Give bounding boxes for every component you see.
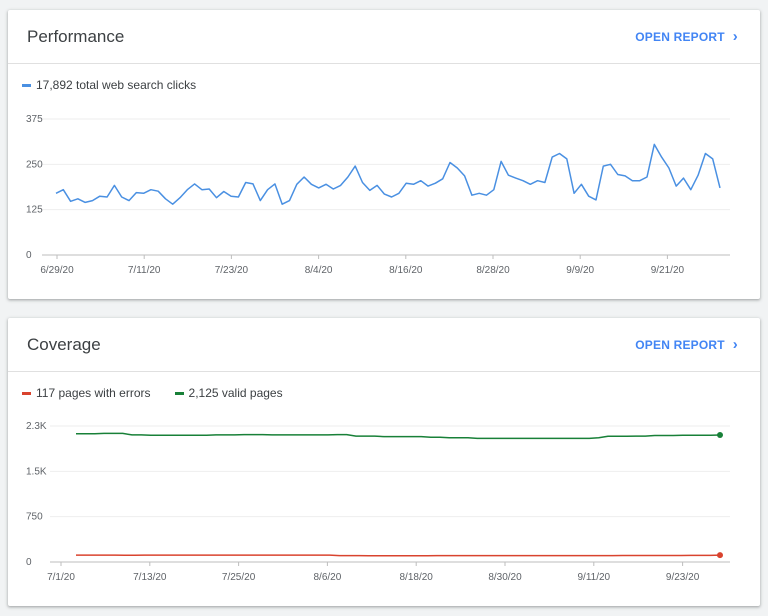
legend-swatch [22,83,31,87]
coverage-open-report-label: OPEN REPORT [635,338,725,352]
series-line [76,554,721,557]
series-line [55,143,721,205]
coverage-legend: 117 pages with errors 2,125 valid pages [22,386,307,400]
x-tick-label: 7/23/20 [215,265,249,276]
performance-chart: 0 125 250 375 6/29/20 7/11/20 7/23/20 8/4/20 8/1… [26,114,730,276]
chevron-right-icon: › [732,336,738,353]
y-tick-label: 2.3K [26,421,47,432]
series-end-point [717,552,723,559]
performance-card: Performance OPEN REPORT › 17,892 total w… [8,10,760,299]
x-tick-label: 6/29/20 [40,265,74,276]
x-tick-label: 8/6/20 [313,572,341,583]
legend-swatch [174,391,184,395]
y-tick-label: 1.5K [26,466,47,477]
coverage-legend-item: 117 pages with errors [22,386,151,400]
legend-label: 117 pages with errors [36,386,151,400]
x-tick-label: 9/21/20 [651,265,685,276]
x-tick-label: 7/1/20 [47,572,75,583]
coverage-open-report-link[interactable]: OPEN REPORT › [635,336,738,353]
x-tick-label: 7/25/20 [222,572,256,583]
x-tick-label: 8/18/20 [400,572,434,583]
coverage-card: Coverage OPEN REPORT › 117 pages with er… [8,318,760,606]
performance-legend: 17,892 total web search clicks [22,78,220,92]
performance-header: Performance OPEN REPORT › [8,10,760,64]
x-tick-label: 7/13/20 [133,572,167,583]
x-tick-label: 9/23/20 [666,572,700,583]
coverage-title: Coverage [27,335,101,354]
x-tick-label: 8/16/20 [389,265,423,276]
y-tick-label: 375 [26,114,43,125]
x-tick-label: 7/11/20 [128,265,161,276]
coverage-chart: 0 750 1.5K 2.3K 7/1/20 7/13/20 7/25/20 8/6/20 8/… [26,421,730,583]
legend-swatch [22,391,31,395]
y-tick-label: 125 [26,205,43,216]
x-tick-label: 8/28/20 [476,265,510,276]
performance-open-report-label: OPEN REPORT [635,30,725,44]
x-tick-label: 9/11/20 [577,572,610,583]
performance-open-report-link[interactable]: OPEN REPORT › [635,28,738,45]
legend-label: 17,892 total web search clicks [36,78,197,92]
series-end-point [717,431,723,438]
x-tick-label: 8/4/20 [305,265,333,276]
y-tick-label: 0 [26,250,32,261]
y-tick-label: 250 [26,159,43,170]
y-tick-label: 0 [26,557,32,568]
coverage-legend-item: 2,125 valid pages [174,386,283,400]
series-line [76,432,721,440]
x-tick-label: 9/9/20 [566,265,594,276]
performance-legend-item: 17,892 total web search clicks [22,78,196,92]
x-tick-label: 8/30/20 [488,572,522,583]
y-tick-label: 750 [26,512,43,523]
performance-title: Performance [27,27,125,46]
legend-label: 2,125 valid pages [188,386,283,400]
coverage-header: Coverage OPEN REPORT › [8,318,760,372]
chevron-right-icon: › [732,28,738,45]
